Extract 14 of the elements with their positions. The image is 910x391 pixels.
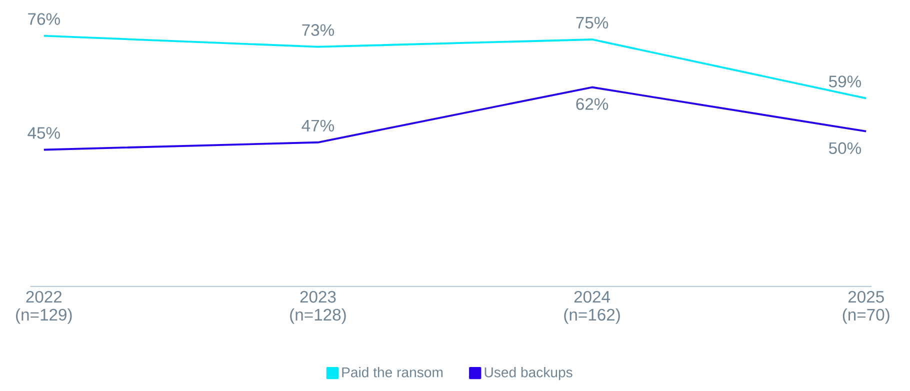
x-tick-label: 2023 (n=128) xyxy=(290,290,346,324)
legend-label: Used backups xyxy=(484,366,572,380)
data-label: 59% xyxy=(828,75,862,88)
data-label: 75% xyxy=(576,16,608,28)
data-label: 76% xyxy=(28,12,60,25)
x-tick-label: 2022 (n=129) xyxy=(16,290,72,324)
data-label: 62% xyxy=(576,98,608,110)
data-label: 47% xyxy=(302,120,334,132)
data-label: 45% xyxy=(28,126,60,139)
data-label: 50% xyxy=(828,142,862,154)
x-tick-label: 2025 (n=70) xyxy=(842,290,890,324)
legend-label: Paid the ransom xyxy=(342,366,443,378)
x-tick-label: 2024 (n=162) xyxy=(564,290,620,324)
data-label: 73% xyxy=(302,24,334,36)
